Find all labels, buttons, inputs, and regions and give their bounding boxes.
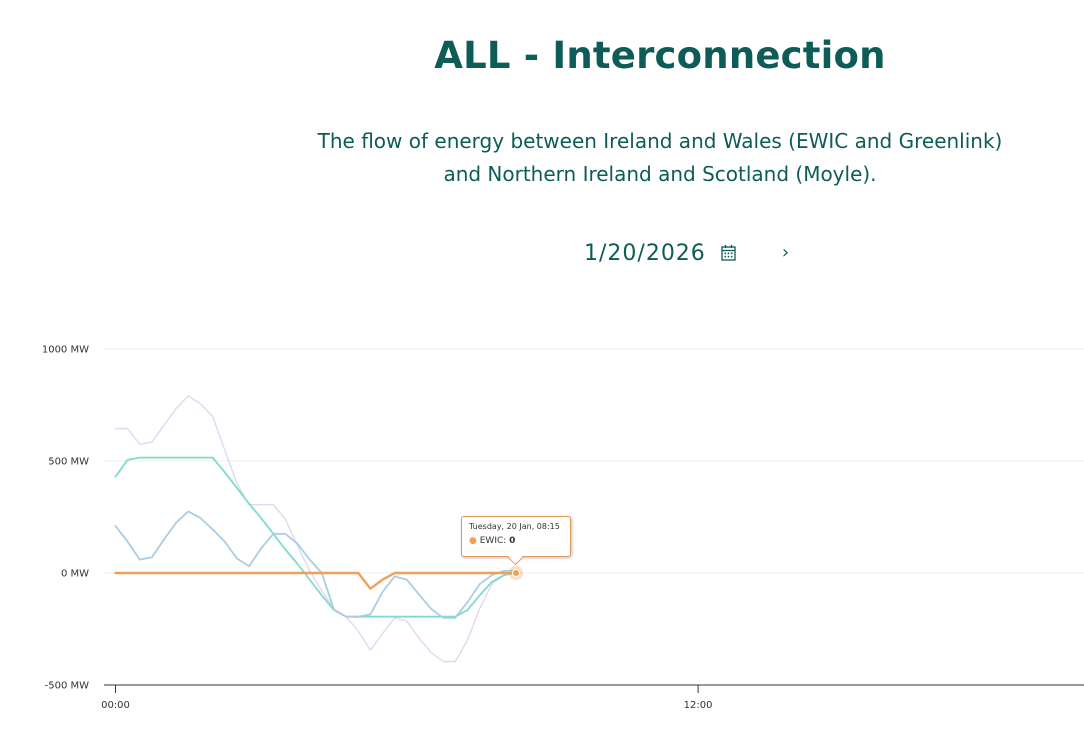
series-line-ewic[interactable] — [114, 571, 518, 590]
hover-point[interactable] — [512, 569, 521, 577]
date-display[interactable]: 1/20/2026 — [584, 240, 706, 266]
y-tick-label: 1000 MW — [42, 345, 89, 356]
subtitle-line-1: The flow of energy between Ireland and W… — [317, 129, 1003, 153]
tooltip-series-row: ● EWIC: 0 — [469, 534, 563, 548]
y-tick-label: 0 MW — [61, 569, 89, 580]
tooltip-series-label: EWIC: — [479, 536, 510, 546]
series-line-moyle[interactable] — [114, 510, 517, 619]
interconnection-line-chart: 1000 MW 500 MW 0 MW -500 MW 00:00 12:00 — [42, 345, 1084, 711]
page-title: ALL - Interconnection — [434, 34, 886, 77]
calendar-icon[interactable] — [720, 243, 738, 263]
page-subtitle: The flow of energy between Ireland and W… — [300, 125, 1020, 191]
tooltip-series-value: 0 — [509, 536, 516, 546]
y-tick-label: 500 MW — [48, 457, 89, 468]
y-tick-label: -500 MW — [45, 681, 90, 692]
tooltip-time: Tuesday, 20 Jan, 08:15 — [469, 522, 560, 531]
tooltip-series-dot: ● — [469, 536, 477, 546]
date-picker: 1/20/2026 › — [584, 236, 789, 270]
chart-tooltip: Tuesday, 20 Jan, 08:15 ● EWIC: 0 — [461, 516, 571, 566]
series-line-total[interactable] — [114, 395, 517, 663]
x-tick-label: 00:00 — [101, 700, 130, 711]
x-tick-label: 12:00 — [684, 700, 713, 711]
next-day-chevron-right-icon[interactable]: › — [781, 242, 790, 263]
series-line-greenlink[interactable] — [114, 456, 517, 618]
subtitle-line-2: and Northern Ireland and Scotland (Moyle… — [443, 162, 877, 186]
